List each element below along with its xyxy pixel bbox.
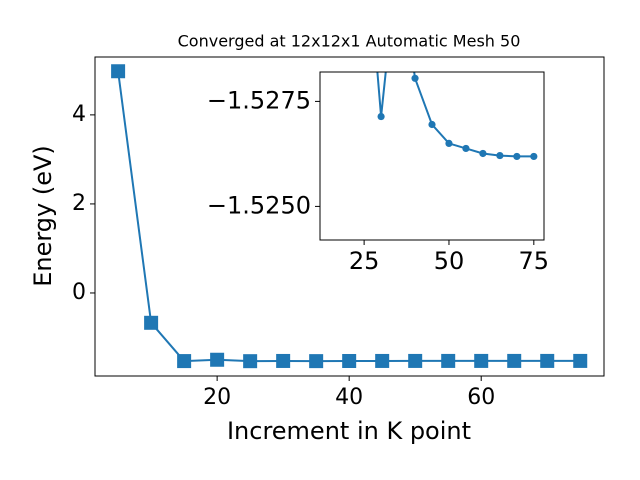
x-tick-label: 20 — [203, 385, 231, 410]
data-marker — [474, 353, 489, 368]
data-marker — [445, 139, 453, 147]
x-tick-label: 75 — [519, 247, 550, 275]
plot-frame — [319, 71, 545, 241]
data-marker — [441, 353, 456, 368]
data-marker — [375, 353, 390, 368]
y-tick-label: 2 — [72, 191, 86, 216]
data-marker — [377, 112, 385, 121]
data-marker — [479, 149, 487, 158]
y-tick-label: 0 — [72, 280, 86, 305]
data-marker — [513, 152, 521, 161]
chart-title: Converged at 12x12x1 Automatic Mesh 50 — [178, 32, 521, 51]
data-marker — [573, 353, 588, 368]
data-marker — [342, 353, 357, 368]
data-marker — [411, 74, 419, 82]
data-marker — [540, 353, 555, 368]
data-marker — [408, 353, 423, 368]
y-axis-label: Energy (eV) — [29, 145, 57, 287]
plot-content — [376, 72, 538, 161]
data-marker — [243, 354, 258, 369]
data-marker — [507, 353, 522, 368]
data-marker — [496, 151, 504, 160]
data-marker — [462, 144, 470, 153]
plot-frame — [94, 56, 605, 377]
x-axis-label: Increment in K point — [227, 417, 471, 445]
data-marker — [144, 315, 159, 330]
x-tick-label: 50 — [434, 247, 465, 275]
x-tick-label: 60 — [467, 385, 495, 410]
y-tick-label: −1.5250 — [207, 191, 311, 219]
data-marker — [177, 354, 192, 369]
plot-content — [111, 64, 588, 369]
y-tick-label: 4 — [72, 102, 86, 127]
data-marker — [111, 64, 126, 79]
y-tick-label: −1.5275 — [207, 86, 311, 114]
x-tick-label: 40 — [335, 385, 363, 410]
data-marker — [276, 353, 291, 368]
x-tick-label: 25 — [349, 247, 380, 275]
data-marker — [210, 352, 225, 367]
data-marker — [530, 152, 538, 161]
data-marker — [428, 120, 436, 129]
data-marker — [309, 354, 324, 369]
